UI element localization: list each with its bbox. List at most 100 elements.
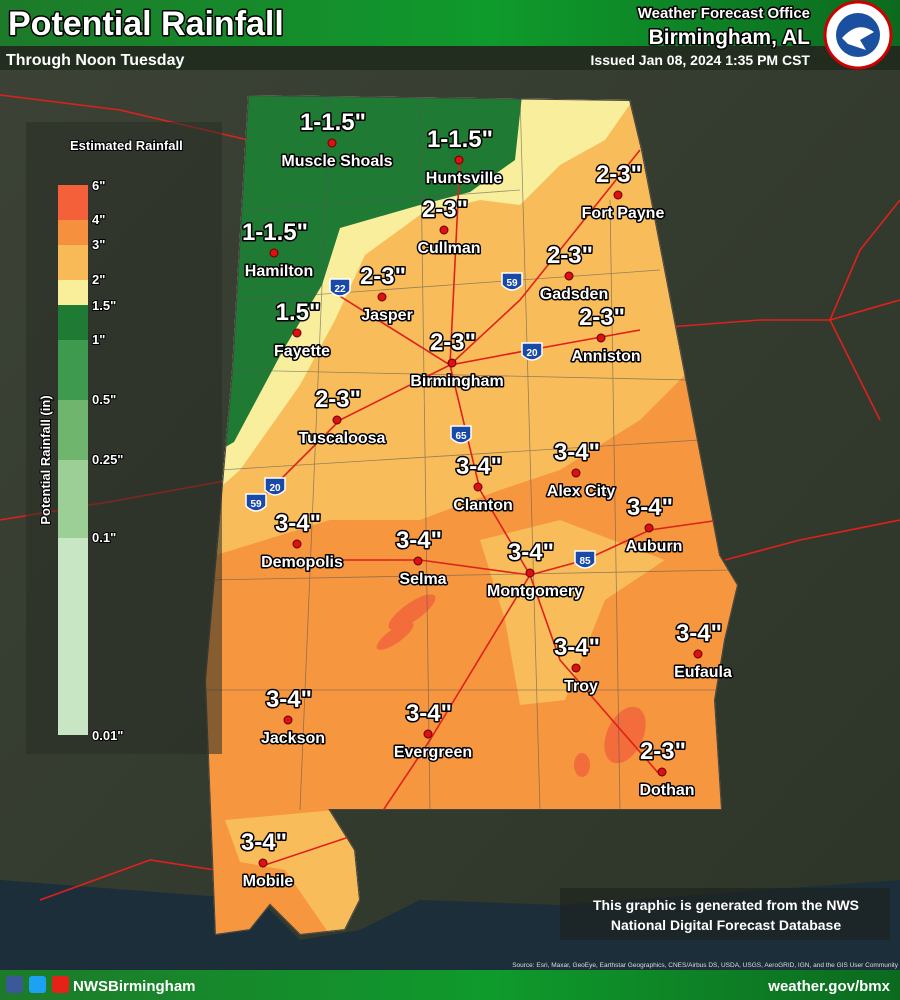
social-icons xyxy=(6,976,69,993)
legend-label: 1" xyxy=(92,332,105,347)
city-name: Montgomery xyxy=(487,583,583,600)
rainfall-amount: 3-4" xyxy=(266,686,312,713)
rainfall-amount: 2-3" xyxy=(579,304,625,331)
city-dot xyxy=(439,225,449,235)
city-name: Jasper xyxy=(361,307,413,324)
city-name: Troy xyxy=(564,678,598,695)
city-dot xyxy=(447,358,457,368)
issued: Issued Jan 08, 2024 1:35 PM CST xyxy=(591,52,811,68)
interstate-shield xyxy=(329,278,351,297)
city-name: Fort Payne xyxy=(582,205,665,222)
office-location: Birmingham, AL xyxy=(649,26,811,49)
city-name: Cullman xyxy=(417,240,480,257)
rainfall-amount: 2-3" xyxy=(360,263,406,290)
interstate-number: 20 xyxy=(526,348,538,359)
legend-label: 3" xyxy=(92,237,105,252)
interstate-shield xyxy=(501,272,523,291)
legend-label: 4" xyxy=(92,212,105,227)
city-name: Huntsville xyxy=(426,170,503,187)
city-dot xyxy=(327,138,337,148)
rainfall-amount: 1-1.5" xyxy=(427,126,493,153)
city-dot xyxy=(283,715,293,725)
nws-logo xyxy=(823,0,893,70)
city-name: Demopolis xyxy=(261,554,343,571)
city-dot xyxy=(332,415,342,425)
rainfall-amount: 1.5" xyxy=(276,299,321,326)
subtitle: Through Noon Tuesday xyxy=(6,52,184,69)
rainfall-amount: 3-4" xyxy=(406,700,452,727)
legend-label: 1.5" xyxy=(92,298,116,313)
legend-axis-label: Potential Rainfall (in) xyxy=(38,395,53,524)
rainfall-amount: 3-4" xyxy=(676,620,722,647)
interstate-number: 20 xyxy=(269,483,281,494)
city-dot xyxy=(413,556,423,566)
rainfall-amount: 1-1.5" xyxy=(242,219,308,246)
interstate-number: 59 xyxy=(250,499,262,510)
city-name: Jackson xyxy=(261,730,325,747)
city-dot xyxy=(693,649,703,659)
rainfall-amount: 3-4" xyxy=(456,453,502,480)
subheader-bar xyxy=(0,46,900,70)
rainfall-amount: 3-4" xyxy=(554,634,600,661)
legend-label: 0.01" xyxy=(92,728,123,743)
legend-label: 2" xyxy=(92,272,105,287)
rainfall-amount: 3-4" xyxy=(554,439,600,466)
city-name: Anniston xyxy=(571,348,640,365)
city-name: Fayette xyxy=(274,343,330,360)
city-dot xyxy=(258,858,268,868)
interstate-shield xyxy=(450,425,472,444)
note-box xyxy=(560,888,890,940)
city-name: Mobile xyxy=(243,873,294,890)
legend-title: Estimated Rainfall xyxy=(70,138,183,153)
city-dot xyxy=(571,663,581,673)
interstate-number: 65 xyxy=(455,431,467,442)
rainfall-amount: 2-3" xyxy=(640,738,686,765)
note-line: National Digital Forecast Database xyxy=(611,917,842,933)
city-name: Gadsden xyxy=(540,286,608,303)
rainfall-amount: 2-3" xyxy=(430,329,476,356)
source: Source: Esri, Maxar, GeoEye, Earthstar G… xyxy=(512,962,899,969)
city-name: Hamilton xyxy=(245,263,313,280)
rainfall-amount: 2-3" xyxy=(422,196,468,223)
city-dot xyxy=(473,482,483,492)
interstate-shield xyxy=(521,342,543,361)
note-line: This graphic is generated from the NWS xyxy=(593,897,859,913)
city-name: Eufaula xyxy=(674,664,732,681)
footer-handle: NWSBirmingham xyxy=(73,978,196,995)
rainfall-amount: 2-3" xyxy=(547,242,593,269)
rainfall-amount: 3-4" xyxy=(275,510,321,537)
legend-colorbar xyxy=(58,185,88,735)
interstate-shield xyxy=(264,477,286,496)
interstate-number: 85 xyxy=(579,556,591,567)
city-name: Muscle Shoals xyxy=(281,153,392,170)
rainfall-amount: 2-3" xyxy=(596,161,642,188)
city-name: Selma xyxy=(399,571,446,588)
city-dot xyxy=(423,729,433,739)
city-dot xyxy=(377,292,387,302)
city-dot xyxy=(596,333,606,343)
city-dot xyxy=(525,568,535,578)
city-dot xyxy=(292,328,302,338)
city-dot xyxy=(613,190,623,200)
office: Weather Forecast Office xyxy=(638,5,810,22)
interstate-number: 59 xyxy=(506,278,518,289)
legend-label: 0.25" xyxy=(92,452,123,467)
title: Potential Rainfall xyxy=(8,5,284,43)
rainfall-amount: 3-4" xyxy=(396,527,442,554)
legend-label: 0.5" xyxy=(92,392,116,407)
city-name: Evergreen xyxy=(394,744,472,761)
city-dot xyxy=(571,468,581,478)
legend-label: 0.1" xyxy=(92,530,116,545)
rainfall-amount: 3-4" xyxy=(627,494,673,521)
city-dot xyxy=(644,523,654,533)
header-bar xyxy=(0,0,900,46)
city-name: Birmingham xyxy=(410,373,503,390)
city-name: Auburn xyxy=(626,538,683,555)
city-name: Dothan xyxy=(639,782,694,799)
legend-label: 6" xyxy=(92,178,105,193)
interstate-number: 22 xyxy=(334,284,346,295)
city-dot xyxy=(657,767,667,777)
rainfall-amount: 2-3" xyxy=(315,386,361,413)
city-dot xyxy=(292,539,302,549)
